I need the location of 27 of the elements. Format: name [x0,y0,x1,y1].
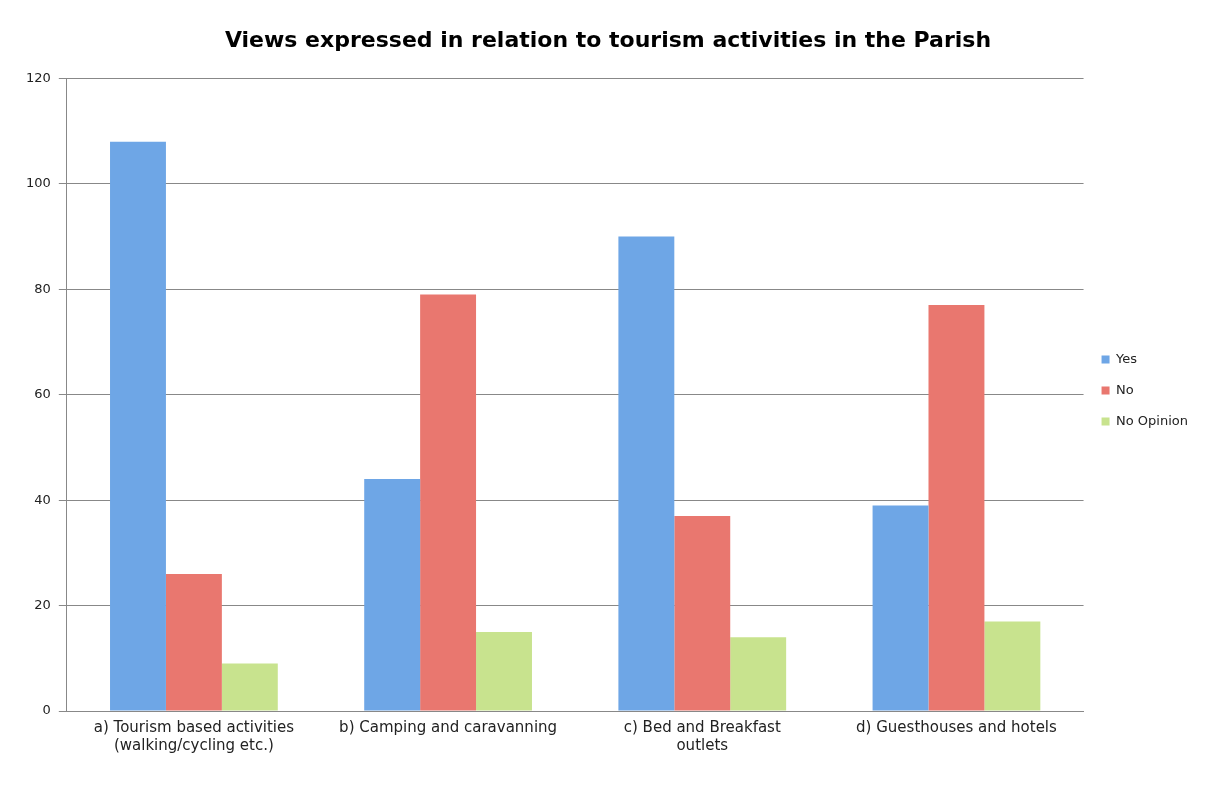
bar [110,141,166,711]
x-tick-label: c) Bed and Breakfast outlets [623,717,781,754]
legend-label: No [1116,381,1134,397]
y-tick-label: 80 [34,280,51,296]
bar [984,621,1041,711]
x-tick-label: b) Camping and caravanning [339,717,558,736]
bar [928,305,985,711]
y-tick-label: 0 [42,702,51,718]
bar [221,663,278,711]
bar [674,515,731,711]
bar [618,236,675,711]
y-tick-label: 20 [34,596,51,612]
bar [730,637,787,711]
bar [420,294,477,711]
y-tick-label: 120 [25,69,51,85]
y-tick-label: 40 [34,491,51,507]
bar [364,479,421,711]
chart-title: Views expressed in relation to tourism activities in the Parish [224,26,992,52]
legend-label: Yes [1115,350,1138,366]
bar [872,505,929,711]
y-tick-label: 100 [25,175,51,191]
y-tick-label: 60 [34,386,51,402]
bar [476,631,532,711]
x-tick-label: a) Tourism based activities (walking/cycling etc.) [93,717,295,754]
legend-label: No Opinion [1116,412,1188,428]
x-tick-label: d) Guesthouses and hotels [856,717,1058,736]
bar [165,573,222,711]
